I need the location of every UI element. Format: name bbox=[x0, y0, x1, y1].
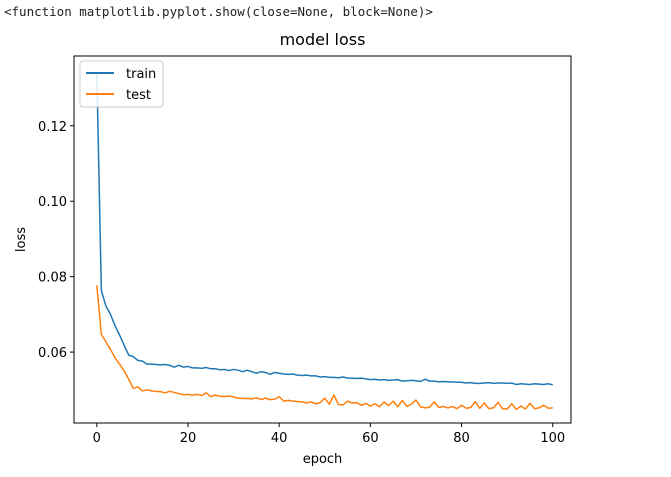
y-tick-label: 0.10 bbox=[38, 195, 67, 210]
y-tick-label: 0.12 bbox=[38, 120, 67, 135]
series-line-train bbox=[96, 71, 553, 386]
x-tick-label: 40 bbox=[271, 431, 288, 446]
cell-output-text: <function matplotlib.pyplot.show(close=N… bbox=[4, 4, 433, 19]
legend-label-test: test bbox=[126, 88, 151, 103]
y-tick-label: 0.08 bbox=[38, 271, 67, 286]
y-axis-ticks: 0.06 0.08 0.10 0.12 bbox=[38, 120, 74, 361]
y-axis-label: loss bbox=[14, 227, 29, 252]
y-tick-label: 0.06 bbox=[38, 346, 67, 361]
legend: train test bbox=[79, 60, 164, 108]
x-axis-ticks: 0 20 40 60 80 100 bbox=[93, 423, 565, 446]
x-tick-label: 100 bbox=[540, 431, 565, 446]
x-tick-label: 0 bbox=[93, 431, 101, 446]
x-axis-label: epoch bbox=[303, 452, 343, 467]
x-tick-label: 60 bbox=[362, 431, 379, 446]
series-layer bbox=[96, 71, 553, 411]
series-line-test bbox=[96, 285, 553, 411]
x-tick-label: 20 bbox=[180, 431, 197, 446]
chart-title: model loss bbox=[280, 30, 366, 49]
axes-frame bbox=[73, 55, 572, 424]
x-tick-label: 80 bbox=[453, 431, 470, 446]
legend-label-train: train bbox=[126, 67, 156, 82]
